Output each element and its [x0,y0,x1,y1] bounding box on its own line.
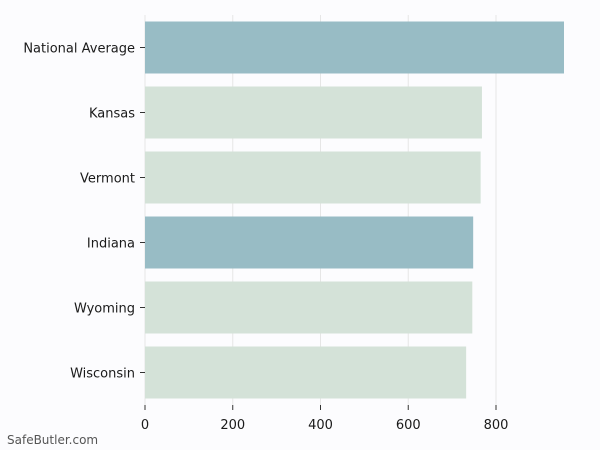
y-tick-label: Kansas [89,107,135,122]
gridlines [144,15,497,405]
y-tick-label: Vermont [80,172,135,187]
x-tick-label: 800 [484,418,509,433]
watermark-text: SafeButler.com [7,433,99,447]
bar-indiana [145,216,474,269]
bar-national-average [145,21,564,74]
x-tick-label: 400 [308,418,333,433]
bar-vermont [145,151,481,204]
y-tick-label: Wyoming [74,302,135,317]
y-tick-label: Wisconsin [70,367,135,382]
bars [145,21,564,399]
y-tick-label: Indiana [87,237,135,252]
bar-kansas [145,86,482,139]
y-tick-label: National Average [23,42,135,57]
x-tick-label: 0 [141,418,149,433]
axes: 0 200 400 600 800 National Average Kansas Vermo… [23,42,508,434]
bar-wyoming [145,281,473,334]
bar-wisconsin [145,346,467,399]
x-tick-label: 600 [396,418,421,433]
x-tick-label: 200 [220,418,245,433]
